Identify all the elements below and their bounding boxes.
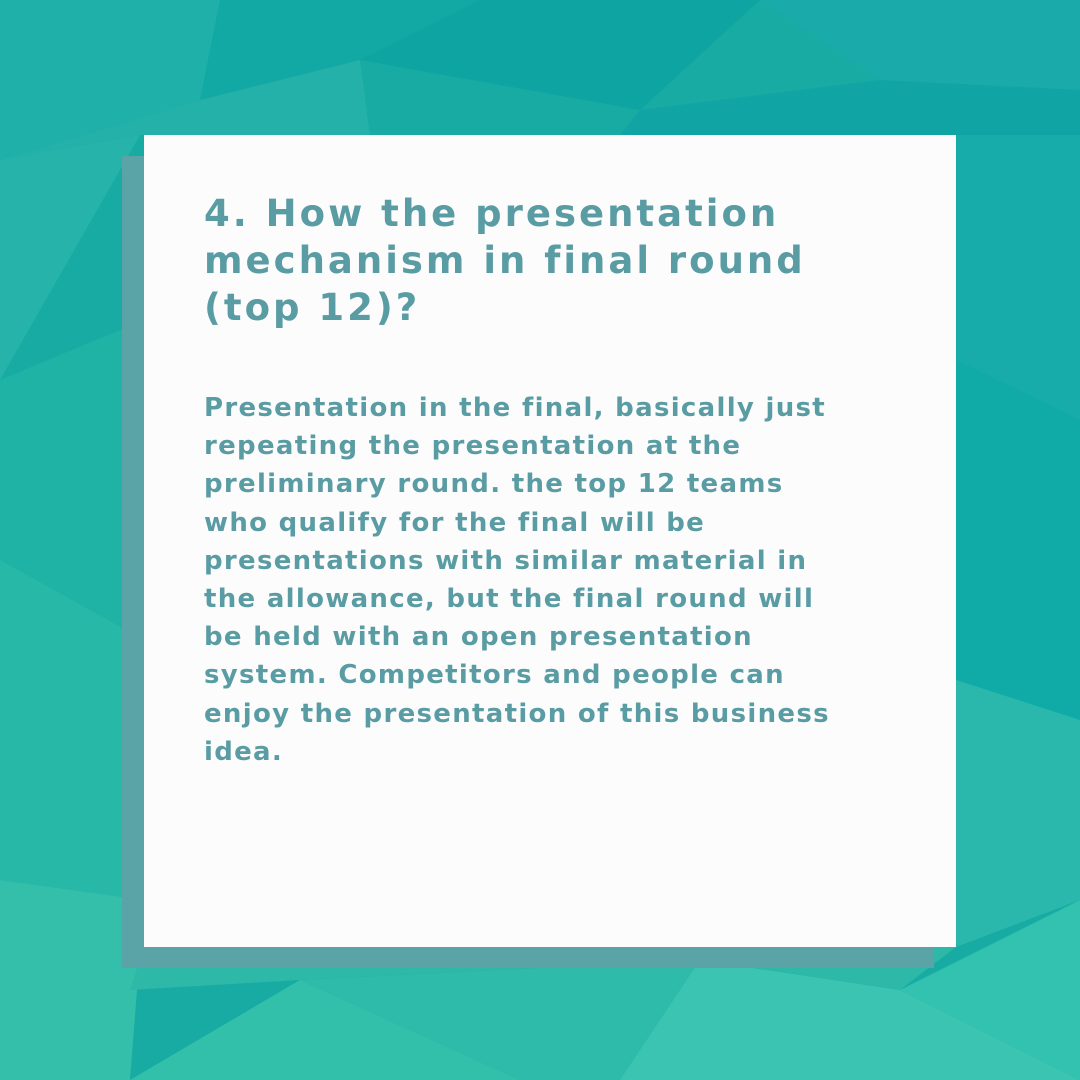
- answer-line: who qualify for the final will be: [204, 507, 706, 538]
- answer-line: system. Competitors and people can: [204, 660, 785, 691]
- faq-card: [144, 135, 956, 947]
- heading-line: 4. How the presentation: [204, 192, 780, 235]
- answer-text: Presentation in the final, basically jus…: [204, 389, 904, 771]
- answer-line: preliminary round. the top 12 teams: [204, 469, 784, 500]
- answer-line: Presentation in the final, basically jus…: [204, 393, 827, 423]
- heading-line: (top 12)?: [204, 286, 421, 329]
- answer-line: presentations with similar material in: [204, 545, 808, 576]
- answer-line: enjoy the presentation of this business: [204, 698, 830, 729]
- answer-line: be held with an open presentation: [204, 622, 753, 653]
- answer-line: idea.: [204, 736, 284, 767]
- question-heading: 4. How the presentation mechanism in fin…: [204, 190, 904, 331]
- heading-line: mechanism in final round: [204, 239, 806, 282]
- answer-line: the allowance, but the final round will: [204, 584, 815, 615]
- answer-line: repeating the presentation at the: [204, 431, 742, 462]
